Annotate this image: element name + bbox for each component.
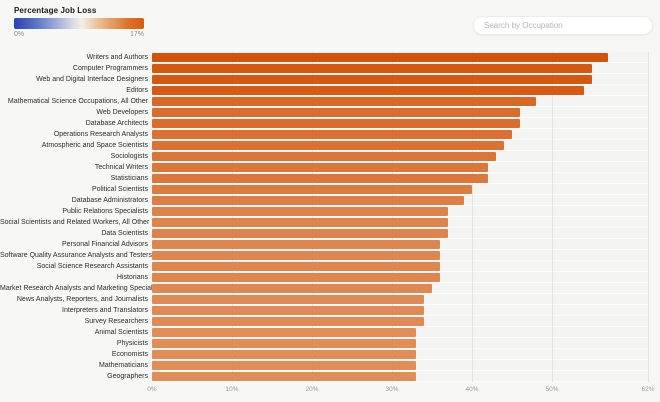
bar[interactable]: [152, 328, 416, 337]
bar[interactable]: [152, 284, 432, 293]
bar[interactable]: [152, 229, 448, 238]
bar[interactable]: [152, 141, 504, 150]
bar[interactable]: [152, 108, 520, 117]
category-label: Historians: [116, 274, 148, 281]
category-label: Social Science Research Assistants: [36, 263, 148, 270]
search-input[interactable]: [473, 16, 653, 35]
category-label: Personal Financial Advisors: [62, 241, 148, 248]
gridline-50%: [552, 52, 553, 382]
category-label: Market Research Analysts and Marketing S…: [0, 285, 164, 292]
bar[interactable]: [152, 196, 464, 205]
category-label: Mathematicians: [98, 362, 148, 369]
x-tick-label: 40%: [465, 386, 479, 393]
bar[interactable]: [152, 152, 496, 161]
category-label: Editors: [126, 87, 148, 94]
category-label: Mathematical Science Occupations, All Ot…: [7, 98, 148, 105]
bar-chart-plot-area: [152, 52, 649, 382]
x-tick-label: 50%: [545, 386, 559, 393]
gridline-40%: [472, 52, 473, 382]
category-label: Operations Research Analysts: [53, 131, 148, 138]
category-label: Sociologists: [110, 153, 148, 160]
category-label: Web and Digital Interface Designers: [36, 76, 148, 83]
bar[interactable]: [152, 306, 424, 315]
bar[interactable]: [152, 361, 416, 370]
legend-labels: 0% 17%: [14, 31, 144, 38]
color-legend: Percentage Job Loss 0% 17%: [14, 6, 144, 38]
category-label: Public Relations Specialists: [62, 208, 148, 215]
x-tick-label: 30%: [385, 386, 399, 393]
bar[interactable]: [152, 163, 488, 172]
bar[interactable]: [152, 218, 448, 227]
category-label: Web Developers: [96, 109, 148, 116]
x-axis: 0% 10% 20% 30% 40% 50% 62%: [147, 386, 654, 398]
category-label: Database Administrators: [71, 197, 148, 204]
gridline-20%: [312, 52, 313, 382]
x-tick-label: 20%: [305, 386, 319, 393]
bar[interactable]: [152, 130, 512, 139]
bar[interactable]: [152, 339, 416, 348]
bar[interactable]: [152, 174, 488, 183]
category-label: Computer Programmers: [72, 65, 148, 72]
bar[interactable]: [152, 75, 592, 84]
category-label: Economists: [111, 351, 148, 358]
bar[interactable]: [152, 273, 440, 282]
x-tick-label: 10%: [225, 386, 239, 393]
bar[interactable]: [152, 240, 440, 249]
bar[interactable]: [152, 53, 608, 62]
category-label: Interpreters and Translators: [62, 307, 148, 314]
bar[interactable]: [152, 251, 440, 260]
category-label: Writers and Authors: [86, 54, 148, 61]
legend-title: Percentage Job Loss: [14, 6, 97, 15]
category-label: Animal Scientists: [94, 329, 148, 336]
bar[interactable]: [152, 185, 472, 194]
x-tick-label: 62%: [641, 386, 655, 393]
bar[interactable]: [152, 350, 416, 359]
bar[interactable]: [152, 97, 536, 106]
gridline-62%: [648, 52, 649, 382]
bar[interactable]: [152, 372, 416, 381]
bar[interactable]: [152, 262, 440, 271]
bar[interactable]: [152, 86, 584, 95]
category-label: Statisticians: [110, 175, 148, 182]
category-label: Social Scientists and Related Workers, A…: [0, 219, 150, 226]
x-tick-label: 0%: [147, 386, 157, 393]
bar[interactable]: [152, 295, 424, 304]
category-label: Geographers: [107, 373, 148, 380]
category-label: Survey Researchers: [84, 318, 148, 325]
category-label: Atmospheric and Space Scientists: [41, 142, 148, 149]
bar[interactable]: [152, 64, 592, 73]
legend-gradient-bar: [14, 18, 144, 29]
bar[interactable]: [152, 119, 520, 128]
bar[interactable]: [152, 207, 448, 216]
bar[interactable]: [152, 317, 424, 326]
category-label: Data Scientists: [101, 230, 148, 237]
category-label: Political Scientists: [91, 186, 148, 193]
legend-max-label: 17%: [129, 31, 144, 38]
legend-min-label: 0%: [14, 31, 25, 38]
category-label: Software Quality Assurance Analysts and …: [0, 252, 153, 259]
category-label: Technical Writers: [94, 164, 148, 171]
search-container: [473, 15, 653, 35]
category-label: Database Architects: [85, 120, 148, 127]
category-label: News Analysts, Reporters, and Journalist…: [16, 296, 148, 303]
gridline-30%: [392, 52, 393, 382]
category-label: Physicists: [116, 340, 148, 347]
gridline-10%: [232, 52, 233, 382]
